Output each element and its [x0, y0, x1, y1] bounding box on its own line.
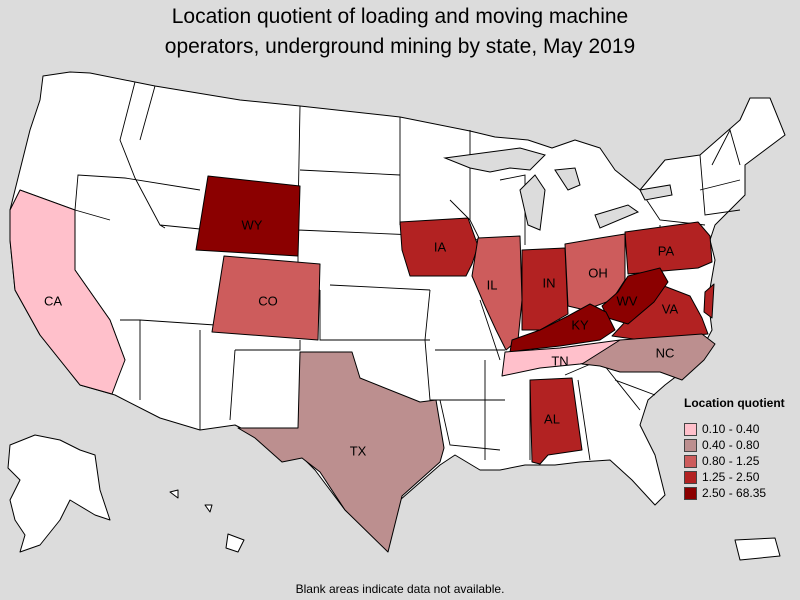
state-no-data-ak[interactable]: [7, 434, 111, 553]
state-md[interactable]: [703, 283, 715, 319]
legend-swatch: [684, 470, 697, 484]
legend-label: 0.40 - 0.80: [702, 438, 760, 452]
legend-swatch: [684, 438, 697, 452]
label-ca: CA: [44, 293, 62, 308]
state-wv[interactable]: [601, 267, 669, 325]
map-title: Location quotient of loading and moving …: [0, 2, 800, 62]
legend-label: 1.25 - 2.50: [702, 470, 760, 484]
legend-label: 2.50 - 68.35: [702, 486, 767, 500]
state-al[interactable]: [529, 377, 583, 465]
label-va: VA: [662, 301, 679, 316]
state-oh[interactable]: [564, 233, 626, 311]
label-in: IN: [543, 275, 556, 290]
state-pa[interactable]: [624, 221, 713, 275]
state-il[interactable]: [471, 235, 523, 351]
legend-item: 0.40 - 0.80: [684, 437, 785, 453]
state-wy[interactable]: [195, 175, 301, 257]
label-pa: PA: [658, 243, 675, 258]
state-nc[interactable]: [581, 333, 716, 381]
label-al: AL: [544, 411, 560, 426]
label-ky: KY: [571, 317, 589, 332]
legend-item: 0.10 - 0.40: [684, 421, 785, 437]
state-no-data-pr[interactable]: [734, 537, 781, 561]
great-lakes: [443, 147, 673, 231]
state-tx[interactable]: [237, 351, 445, 553]
state-co[interactable]: [211, 255, 321, 341]
legend-item: 2.50 - 68.35: [684, 485, 785, 501]
legend-label: 0.10 - 0.40: [702, 422, 760, 436]
label-nc: NC: [656, 345, 675, 360]
legend-title: Location quotient: [684, 396, 785, 410]
state-no-data-lower48[interactable]: [9, 71, 786, 546]
legend-item: 0.80 - 1.25: [684, 453, 785, 469]
state-no-data-hi[interactable]: [169, 489, 245, 553]
footnote: Blank areas indicate data not available.: [295, 582, 505, 596]
legend-swatch: [684, 454, 697, 468]
map-title-line1: Location quotient of loading and moving …: [171, 5, 629, 28]
label-tx: TX: [350, 443, 367, 458]
label-il: IL: [487, 277, 498, 292]
label-wy: WY: [242, 217, 263, 232]
legend: Location quotient 0.10 - 0.40 0.40 - 0.8…: [684, 396, 785, 501]
label-ia: IA: [434, 239, 447, 254]
state-ca[interactable]: [9, 189, 126, 395]
legend-item: 1.25 - 2.50: [684, 469, 785, 485]
label-co: CO: [258, 293, 278, 308]
state-ia[interactable]: [399, 217, 479, 277]
state-in[interactable]: [521, 247, 569, 331]
map-title-line2: operators, underground mining by state, …: [164, 35, 636, 58]
label-oh: OH: [588, 265, 608, 280]
label-tn: TN: [551, 353, 568, 368]
legend-swatch: [684, 422, 697, 436]
legend-swatch: [684, 486, 697, 500]
label-wv: WV: [617, 293, 638, 308]
legend-label: 0.80 - 1.25: [702, 454, 760, 468]
